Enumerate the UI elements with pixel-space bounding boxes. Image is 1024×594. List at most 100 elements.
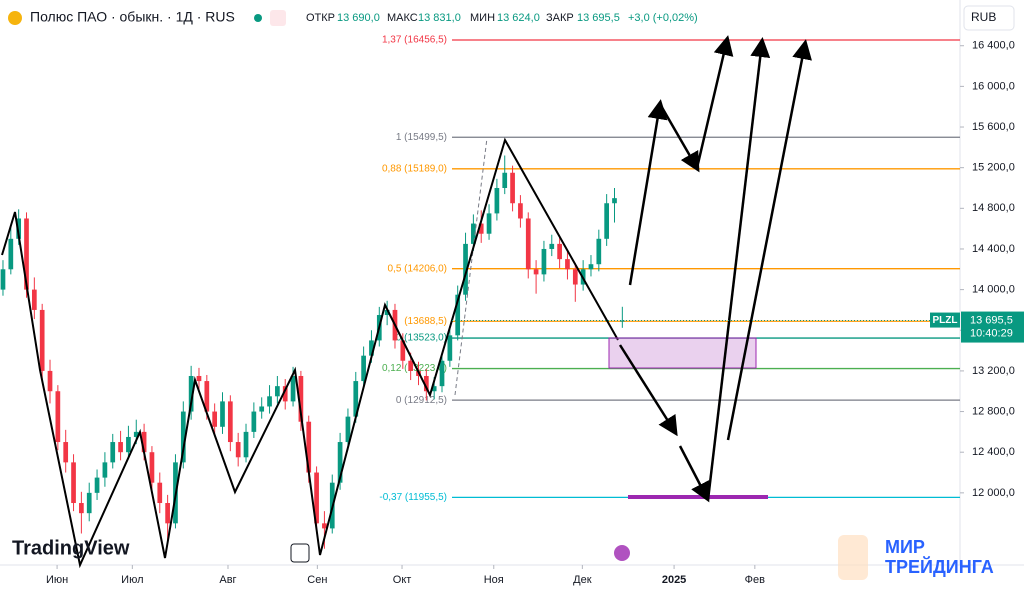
ohlc-value: 13 831,0 — [418, 12, 461, 24]
arrows — [618, 35, 812, 503]
candle-body — [298, 375, 304, 422]
candle-body — [141, 431, 147, 453]
symbol-icon — [8, 11, 22, 25]
candle-body — [345, 416, 351, 443]
watermark: TradingView — [12, 537, 130, 559]
candle-body — [8, 238, 14, 270]
candle-body — [306, 421, 312, 473]
candle-body — [212, 411, 218, 427]
y-tick-label: 15 600,0 — [972, 121, 1015, 133]
candle-body — [39, 309, 45, 371]
x-tick-label: Ноя — [484, 574, 504, 586]
currency[interactable]: RUB — [971, 10, 996, 24]
zigzag — [1, 137, 619, 569]
candle-body — [314, 472, 319, 524]
candle-body — [384, 309, 390, 316]
brand-name: МИР — [885, 537, 925, 557]
dividend-icon — [614, 545, 630, 561]
candle-body — [447, 335, 453, 361]
candle-body — [102, 462, 108, 478]
x-tick-label: Июл — [121, 574, 143, 586]
candle-body — [494, 187, 500, 214]
candle-body — [259, 406, 265, 412]
x-tick-label: Сен — [307, 574, 327, 586]
fib-label: 0,(13523,0) — [396, 333, 447, 344]
status-dot — [254, 14, 262, 22]
candle-body — [353, 381, 359, 417]
candle-body — [63, 442, 69, 463]
ohlc-label: МАКС — [387, 12, 418, 24]
candle-body — [290, 375, 296, 402]
x-tick-label: Июн — [46, 574, 68, 586]
candle-body — [31, 289, 37, 310]
currency-button[interactable] — [963, 5, 1015, 31]
price-tag-value: 13 695,5 — [970, 314, 1013, 326]
candle-body — [612, 198, 617, 204]
candle-body — [196, 375, 202, 382]
candle-body — [369, 340, 374, 356]
candle-body — [180, 411, 186, 463]
ohlc-label: ОТКР — [306, 12, 335, 24]
candle-body — [518, 203, 523, 219]
ohlc-value: 13 690,0 — [337, 12, 380, 24]
fib-label: (13688,5) — [404, 316, 447, 327]
candle-body — [235, 442, 241, 458]
candle-body — [337, 442, 343, 483]
fib-label: 0 (12912,5) — [396, 395, 447, 406]
candle-body — [549, 243, 555, 249]
candle-body — [502, 172, 508, 188]
candle-body — [596, 238, 602, 265]
fib-label: 0,5 (14206,0) — [388, 263, 448, 274]
candle-body — [439, 360, 445, 387]
candle-body — [557, 243, 562, 260]
candle-body — [510, 172, 515, 204]
events-icon — [290, 543, 310, 563]
status-icon — [270, 10, 286, 26]
ohlc-label: ЗАКР — [546, 12, 574, 24]
candle-body — [0, 269, 6, 290]
ohlc-header: ОТКР 13 690,0 МАКС 13 831,0 МИН 13 624,0 ЗАКР 1… — [306, 12, 620, 24]
candle-body — [204, 381, 210, 412]
candle-body — [55, 391, 61, 443]
candle-body — [408, 360, 414, 371]
candle-body — [251, 411, 257, 432]
y-tick-label: 16 400,0 — [972, 40, 1015, 52]
fib-levels: 1,37 (16456,5) 1 (15499,5) 0,88 (15189,0) 0… — [379, 35, 960, 503]
candle-body — [486, 213, 492, 234]
candle-body — [400, 340, 406, 361]
candle-body — [588, 264, 594, 270]
candle-body — [110, 442, 116, 463]
fib-trend — [454, 137, 488, 396]
fib-label: 0,12 (13223,0) — [382, 363, 447, 374]
candle-body — [565, 259, 570, 270]
fib-label: 1,37 (16456,5) — [382, 35, 447, 46]
y-tick-label: 12 800,0 — [972, 405, 1015, 417]
candle-body — [47, 370, 53, 392]
y-tick-label: 16 000,0 — [972, 80, 1015, 92]
candle-body — [157, 482, 163, 504]
candle-body — [541, 248, 547, 275]
symbol-title: Полюс ПАО · обыкн. · 1Д · RUS — [30, 9, 235, 25]
y-tick-label: 12 400,0 — [972, 446, 1015, 458]
zone-box — [608, 337, 757, 369]
candle-body — [165, 503, 170, 524]
candle-body — [267, 396, 272, 407]
candle-body — [220, 401, 225, 427]
candle-body — [188, 375, 194, 412]
candle-body — [572, 269, 578, 285]
candle-body — [79, 503, 84, 514]
candle-body — [71, 462, 76, 504]
price-tag-time: 10:40:29 — [970, 327, 1013, 339]
candle-body — [227, 401, 233, 443]
y-tick-label: 14 800,0 — [972, 202, 1015, 214]
y-tick-label: 12 000,0 — [972, 487, 1015, 499]
candle-body — [94, 477, 100, 493]
candle-body — [431, 386, 437, 392]
ohlc-value: 13 624,0 — [497, 12, 540, 24]
ticker: PLZL — [933, 315, 958, 326]
candle-body — [619, 320, 625, 322]
fib-label: 0,88 (15189,0) — [382, 163, 447, 174]
price-tag — [961, 311, 1024, 343]
